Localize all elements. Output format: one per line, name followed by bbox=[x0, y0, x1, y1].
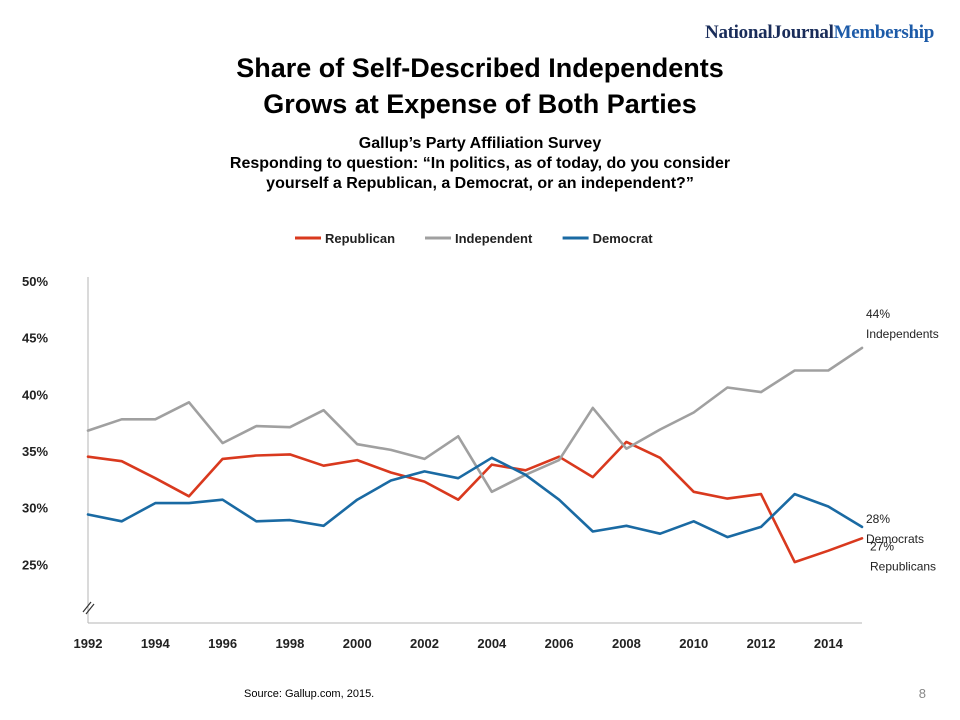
x-tick-label: 2004 bbox=[477, 636, 507, 651]
legend-label: Democrat bbox=[593, 231, 654, 246]
x-tick-label: 2006 bbox=[545, 636, 574, 651]
page-subtitle: Gallup’s Party Affiliation Survey Respon… bbox=[0, 134, 960, 194]
brand-logo: NationalJournalMembership bbox=[705, 22, 934, 44]
page-subtitle-line1: Gallup’s Party Affiliation Survey bbox=[358, 135, 602, 152]
y-tick-label: 30% bbox=[22, 501, 48, 516]
y-tick-label: 25% bbox=[22, 557, 48, 572]
series-line-republican bbox=[86, 440, 864, 564]
page-number: 8 bbox=[918, 686, 926, 701]
brand-logo-part2: Membership bbox=[833, 22, 935, 43]
x-tick-label: 2008 bbox=[612, 636, 641, 651]
x-tick-label: 1992 bbox=[74, 636, 103, 651]
page-title: Share of Self-Described Independents Gro… bbox=[0, 50, 960, 122]
end-label-name: Republicans bbox=[870, 559, 936, 573]
x-tick-label: 1998 bbox=[275, 636, 304, 651]
page-subtitle-line3: yourself a Republican, a Democrat, or an… bbox=[266, 175, 694, 192]
brand-logo-part1: NationalJournal bbox=[705, 22, 834, 43]
y-tick-label: 45% bbox=[22, 331, 48, 346]
legend-label: Independent bbox=[455, 231, 533, 246]
x-tick-label: 2012 bbox=[747, 636, 776, 651]
end-label-name: Democrats bbox=[866, 532, 924, 546]
y-tick-label: 40% bbox=[22, 387, 48, 402]
y-tick-label: 35% bbox=[22, 444, 48, 459]
end-label-name: Independents bbox=[866, 327, 939, 341]
page-title-line2: Grows at Expense of Both Parties bbox=[263, 89, 697, 119]
end-label-value: 27% bbox=[870, 539, 894, 553]
x-tick-label: 2014 bbox=[814, 636, 844, 651]
source-note: Source: Gallup.com, 2015. bbox=[244, 688, 375, 700]
end-label-value: 28% bbox=[866, 512, 890, 526]
axis-break-mark bbox=[85, 603, 95, 615]
page-title-line1: Share of Self-Described Independents bbox=[236, 53, 724, 83]
x-tick-label: 2000 bbox=[343, 636, 372, 651]
legend-label: Republican bbox=[325, 231, 395, 246]
x-tick-label: 1996 bbox=[208, 636, 237, 651]
series-line-democrat bbox=[86, 456, 864, 539]
end-label-value: 44% bbox=[866, 307, 890, 321]
x-tick-label: 2010 bbox=[679, 636, 708, 651]
series-line-independent bbox=[86, 346, 864, 494]
y-tick-label: 50% bbox=[22, 274, 48, 289]
x-tick-label: 1994 bbox=[141, 636, 171, 651]
axis-break-mark bbox=[82, 601, 92, 613]
page-subtitle-line2: Responding to question: “In politics, as… bbox=[229, 155, 731, 172]
x-tick-label: 2002 bbox=[410, 636, 439, 651]
